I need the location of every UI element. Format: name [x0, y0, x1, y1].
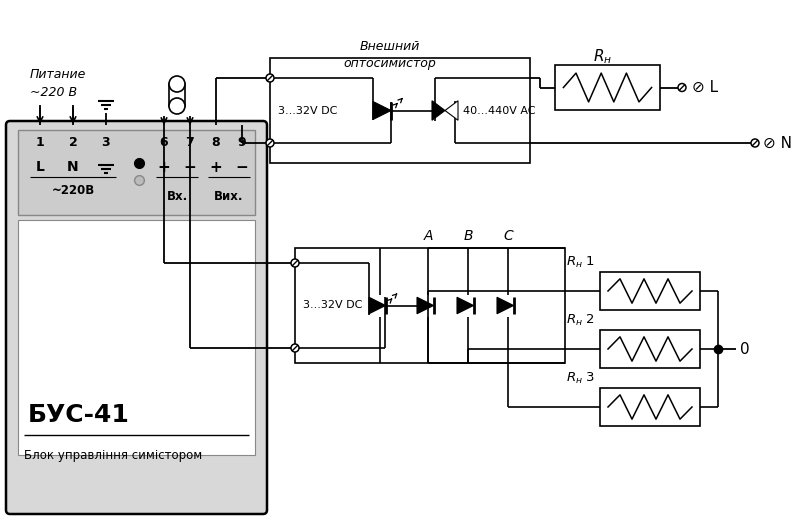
Text: N: N — [67, 160, 79, 174]
Text: 9: 9 — [238, 137, 246, 150]
Text: БУС-41: БУС-41 — [28, 403, 130, 427]
Circle shape — [266, 139, 274, 147]
Bar — [18, 220, 255, 455]
Circle shape — [169, 76, 185, 92]
Text: 2: 2 — [68, 137, 77, 150]
Polygon shape — [497, 297, 513, 314]
Text: $R_н$: $R_н$ — [593, 48, 612, 66]
Circle shape — [678, 84, 686, 92]
Text: A: A — [423, 229, 433, 243]
Bar — [169, 84, 185, 106]
FancyBboxPatch shape — [6, 121, 267, 514]
Bar — [295, 248, 565, 363]
Text: ⊘ N: ⊘ N — [763, 135, 792, 151]
Circle shape — [169, 98, 185, 114]
Text: $R_н\ 2$: $R_н\ 2$ — [566, 312, 595, 327]
Polygon shape — [373, 101, 391, 119]
Text: 3: 3 — [102, 137, 111, 150]
Bar — [600, 388, 700, 426]
Bar — [270, 58, 530, 163]
Text: ~220 В: ~220 В — [30, 86, 77, 99]
Text: $R_н\ 1$: $R_н\ 1$ — [566, 255, 595, 269]
Text: Вх.: Вх. — [166, 190, 188, 203]
Text: 1: 1 — [36, 137, 45, 150]
Bar — [555, 65, 660, 110]
Text: ~220В: ~220В — [52, 185, 95, 198]
Polygon shape — [432, 101, 445, 120]
Circle shape — [751, 139, 759, 147]
Text: −: − — [236, 160, 248, 175]
Bar — [600, 330, 700, 368]
Polygon shape — [417, 297, 434, 314]
Polygon shape — [457, 297, 474, 314]
Text: Блок управління симістором: Блок управління симістором — [24, 449, 202, 461]
Text: −: − — [184, 160, 197, 175]
Text: B: B — [463, 229, 473, 243]
Bar — [600, 272, 700, 310]
Polygon shape — [445, 101, 458, 120]
Text: ⊘ L: ⊘ L — [692, 80, 718, 95]
Text: 3...32V DC: 3...32V DC — [278, 106, 338, 116]
Text: 8: 8 — [212, 137, 220, 150]
Text: 0: 0 — [740, 342, 750, 357]
Text: Внешний: Внешний — [360, 40, 420, 53]
Circle shape — [266, 74, 274, 82]
Text: Питание: Питание — [30, 69, 87, 82]
Text: 6: 6 — [160, 137, 168, 150]
Circle shape — [291, 259, 299, 267]
Text: $R_н\ 3$: $R_н\ 3$ — [566, 370, 595, 385]
Text: 40...440V AC: 40...440V AC — [463, 106, 536, 116]
Text: C: C — [503, 229, 513, 243]
Text: Вих.: Вих. — [214, 190, 244, 203]
Text: оптосимистор: оптосимистор — [344, 57, 436, 70]
Text: L: L — [36, 160, 45, 174]
Polygon shape — [369, 297, 385, 314]
Circle shape — [291, 344, 299, 352]
Text: 3...32V DC: 3...32V DC — [303, 301, 362, 311]
Bar — [18, 130, 255, 215]
Text: +: + — [158, 160, 170, 175]
Text: +: + — [209, 160, 222, 175]
Text: 7: 7 — [185, 137, 194, 150]
